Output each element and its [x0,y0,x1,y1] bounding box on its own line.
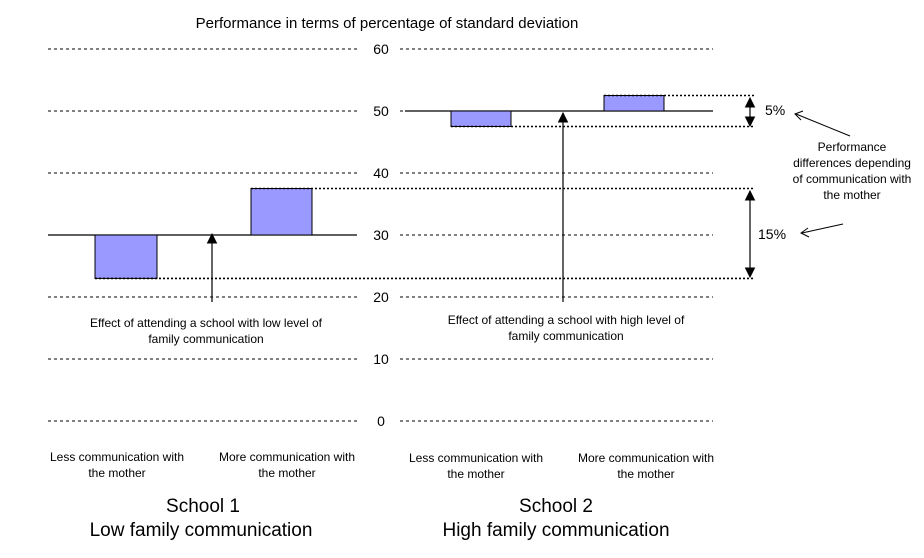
effect-label-1-line-2: family communication [148,332,263,346]
difference-label-15: 15% [758,226,786,242]
y-tick-label: 50 [373,103,389,119]
category-label-1-1-line-1: Less communication with [50,450,184,464]
bar-school-2-1 [450,110,512,127]
chart-title: Performance in terms of percentage of st… [196,15,579,32]
group-subtitle-school-1: Low family communication [90,520,313,541]
effect-label-2-line-2: family communication [508,329,623,343]
reference-lines [95,94,755,280]
annotation-arrow-lower [801,223,844,234]
bar-school-2-2 [603,95,665,112]
category-label-2-1-line-1: Less communication with [409,451,543,465]
effect-label-1-line-1: Effect of attending a school with low le… [90,316,323,330]
bar-school-1-1 [94,234,158,279]
category-label-1-2-line-2: the mother [258,466,315,480]
annotation-line-1: Performance [818,140,887,154]
annotation-line-4: the mother [823,188,880,202]
effect-annotation-school-2: Effect of attending a school with high l… [448,313,685,343]
y-tick-label: 30 [373,227,389,243]
group-title-school-1: School 1 [166,496,240,517]
category-label-2-2-line-1: More communication with [578,451,714,465]
y-tick-label: 60 [373,41,389,57]
annotation-line-2: differences depending [793,156,911,170]
bar-school-1-2 [250,188,313,236]
difference-annotation: Performance differences depending of com… [793,140,912,202]
y-tick-label: 20 [373,289,389,305]
effect-label-2-line-1: Effect of attending a school with high l… [448,313,685,327]
difference-label-5: 5% [765,102,785,118]
category-label-2-1-line-2: the mother [447,467,504,481]
category-label-1-1-line-2: the mother [88,466,145,480]
y-tick-label: 0 [377,413,385,429]
annotation-arrowhead-lower [800,227,810,238]
y-tick-labels: 60 50 40 30 20 10 0 [373,41,389,429]
category-label-2-2-line-2: the mother [617,467,674,481]
effect-annotation-school-1: Effect of attending a school with low le… [90,316,323,346]
category-labels: Less communication with the mother More … [50,450,714,481]
annotation-arrowhead-upper [794,110,804,121]
annotation-line-3: of communication with [793,172,912,186]
group-subtitle-school-2: High family communication [442,520,669,541]
y-tick-label: 10 [373,351,389,367]
y-tick-label: 40 [373,165,389,181]
bars [94,95,665,279]
group-title-school-2: School 2 [519,496,593,517]
category-label-1-2-line-1: More communication with [219,450,355,464]
annotation-arrow-upper [795,113,851,137]
